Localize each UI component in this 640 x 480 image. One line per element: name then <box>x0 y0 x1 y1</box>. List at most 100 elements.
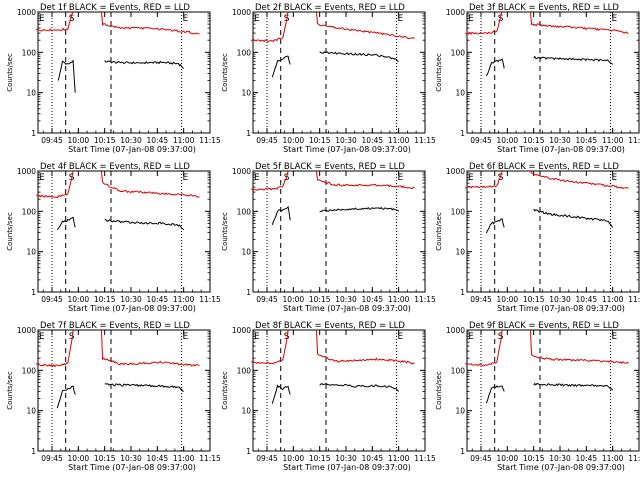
lld-series-line <box>101 171 200 198</box>
lld-series-line <box>316 329 415 365</box>
y-tick-label: 10 <box>26 89 36 98</box>
lld-series-line <box>35 329 74 368</box>
x-tick-label: 11:00 <box>388 136 410 145</box>
y-axis-label: Counts/sec <box>6 371 14 410</box>
events-series-line <box>533 208 614 228</box>
y-tick-label: 100 <box>22 366 37 375</box>
x-tick-label: 10:45 <box>147 136 169 145</box>
x-tick-label: 10:45 <box>147 454 169 463</box>
lld-series-line <box>251 170 289 191</box>
detector-panel-9: Det 9f BLACK = Events, RED = LLD 1 10 100 10… <box>435 321 640 472</box>
x-tick-label: 10:30 <box>120 136 142 145</box>
panel-title: Det 2f BLACK = Events, RED = LLD <box>255 3 405 13</box>
events-series-line <box>319 382 400 392</box>
events-series-line <box>57 59 76 93</box>
x-tick-label: 10:15 <box>523 454 545 463</box>
x-axis-label: Start Time (07-Jan-08 09:37:00) <box>68 304 196 313</box>
events-series-line <box>104 219 185 231</box>
y-tick-label: 10 <box>455 248 465 257</box>
events-series-line <box>271 384 291 404</box>
lld-series-line <box>36 170 74 199</box>
y-tick-label: 1000 <box>446 167 465 176</box>
y-tick-label: 10 <box>241 248 251 257</box>
detector-panel-2: Det 2f BLACK = Events, RED = LLD 1 10 100 10… <box>221 3 436 154</box>
marker-e-label: E <box>398 173 404 183</box>
x-tick-label: 09:45 <box>470 454 492 463</box>
y-tick-label: 10 <box>455 89 465 98</box>
events-series-line <box>319 206 400 213</box>
marker-e-label: E <box>39 14 45 24</box>
panel-title: Det 4f BLACK = Events, RED = LLD <box>40 162 190 172</box>
x-tick-label: 10:45 <box>362 454 384 463</box>
plot-frame <box>466 329 640 452</box>
y-tick-label: 100 <box>22 207 37 216</box>
lld-series-line <box>465 170 503 189</box>
x-tick-label: 10:00 <box>283 295 305 304</box>
marker-e-label: E <box>612 173 618 183</box>
y-axis-label: Counts/sec <box>6 212 14 251</box>
y-tick-label: 1 <box>31 447 36 456</box>
marker-s-label: S <box>498 332 504 342</box>
detector-panel-7: Det 7f BLACK = Events, RED = LLD 1 10 100 10… <box>6 321 221 472</box>
y-tick-label: 1 <box>460 447 465 456</box>
x-tick-label: 10:15 <box>309 454 331 463</box>
marker-e-label: E <box>254 14 260 24</box>
marker-e-label: E <box>254 173 260 183</box>
x-tick-label: 10:30 <box>335 136 357 145</box>
x-tick-label: 11:00 <box>388 454 410 463</box>
detector-panel-6: Det 6f BLACK = Events, RED = LLD 1 10 100 10… <box>435 162 640 313</box>
y-axis-label: Counts/sec <box>435 53 443 92</box>
x-tick-label: 10:30 <box>549 136 571 145</box>
y-tick-label: 1 <box>246 447 251 456</box>
x-axis-label: Start Time (07-Jan-08 09:37:00) <box>497 304 625 313</box>
marker-e-label: E <box>398 14 404 24</box>
x-tick-label: 09:45 <box>256 454 278 463</box>
plot-frame <box>252 11 426 134</box>
events-series-line <box>485 218 505 234</box>
detector-panel-5: Det 5f BLACK = Events, RED = LLD 1 10 100 10… <box>221 162 436 313</box>
x-tick-label: 09:45 <box>256 295 278 304</box>
marker-e-label: E <box>612 14 618 24</box>
x-axis-label: Start Time (07-Jan-08 09:37:00) <box>283 463 411 472</box>
marker-e-label: E <box>468 173 474 183</box>
panel-title: Det 8f BLACK = Events, RED = LLD <box>255 321 405 331</box>
lld-series-line <box>316 170 415 190</box>
x-tick-label: 11:00 <box>388 295 410 304</box>
x-tick-label: 09:45 <box>470 295 492 304</box>
marker-s-label: S <box>498 14 504 24</box>
x-tick-label: 11:15 <box>199 454 221 463</box>
y-axis-label: Counts/sec <box>221 212 229 251</box>
events-series-line <box>271 55 291 78</box>
y-tick-label: 100 <box>451 366 466 375</box>
x-tick-label: 11:00 <box>173 295 195 304</box>
marker-e-label: E <box>398 332 404 342</box>
y-tick-label: 1 <box>246 288 251 297</box>
x-tick-label: 09:45 <box>41 136 63 145</box>
marker-e-label: E <box>39 332 45 342</box>
y-tick-label: 10 <box>26 248 36 257</box>
events-series-line <box>485 385 505 404</box>
y-axis-label: Counts/sec <box>221 53 229 92</box>
x-tick-label: 11:15 <box>414 136 436 145</box>
x-tick-label: 10:00 <box>497 295 519 304</box>
x-tick-label: 10:15 <box>94 454 116 463</box>
x-tick-label: 09:45 <box>470 136 492 145</box>
marker-e-label: E <box>183 332 189 342</box>
plot-frame <box>37 11 211 134</box>
y-tick-label: 1000 <box>17 8 36 17</box>
marker-s-label: S <box>69 332 75 342</box>
lld-series-line <box>316 12 415 40</box>
x-tick-label: 10:30 <box>120 454 142 463</box>
lld-series-line <box>101 329 200 367</box>
x-tick-label: 11:00 <box>602 454 624 463</box>
x-tick-label: 11:15 <box>199 295 221 304</box>
events-series-line <box>104 60 184 69</box>
y-tick-label: 100 <box>22 48 37 57</box>
panel-title: Det 1f BLACK = Events, RED = LLD <box>40 3 190 13</box>
y-tick-label: 100 <box>237 207 252 216</box>
y-tick-label: 1 <box>460 288 465 297</box>
detector-panel-1: Det 1f BLACK = Events, RED = LLD 1 10 100 10… <box>6 3 221 154</box>
y-axis-label: Counts/sec <box>435 212 443 251</box>
x-tick-label: 10:45 <box>362 295 384 304</box>
x-tick-label: 10:45 <box>576 454 598 463</box>
